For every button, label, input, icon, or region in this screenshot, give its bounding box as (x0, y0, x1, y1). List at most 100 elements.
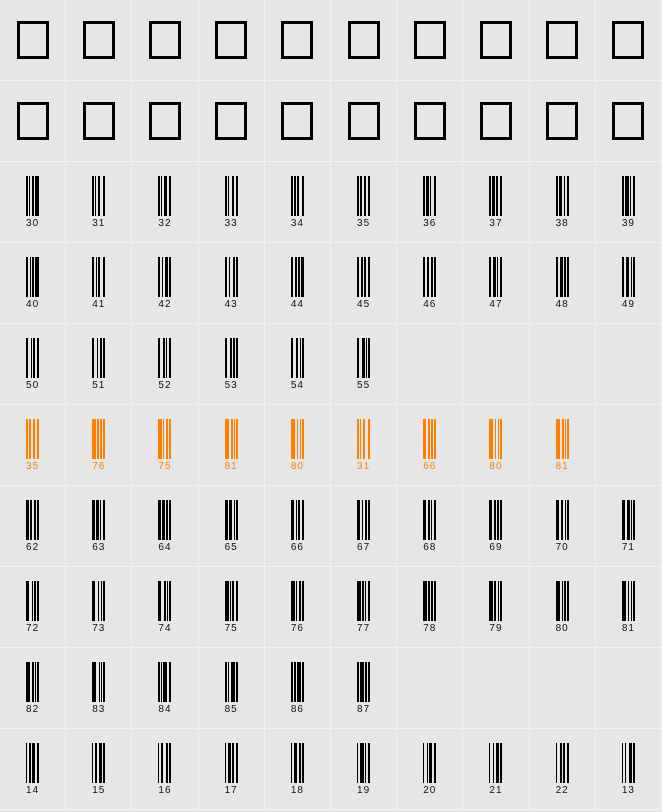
glyph-label: 49 (596, 299, 661, 310)
barcode-glyph (291, 176, 304, 216)
box-glyph (348, 102, 380, 140)
grid-cell (132, 81, 198, 162)
glyph-label: 41 (66, 299, 131, 310)
grid-cell: 66 (265, 486, 331, 567)
glyph-label: 17 (199, 785, 264, 796)
grid-cell: 79 (463, 567, 529, 648)
barcode-glyph (489, 500, 502, 540)
barcode-glyph (291, 581, 304, 621)
grid-cell: 35 (0, 405, 66, 486)
glyph-label: 71 (596, 542, 661, 553)
barcode-glyph (92, 500, 105, 540)
barcode-glyph (489, 581, 502, 621)
barcode-glyph (489, 743, 502, 783)
glyph-label: 39 (596, 218, 661, 229)
glyph-label: 80 (530, 623, 595, 634)
grid-cell: 22 (530, 729, 596, 810)
barcode-glyph (423, 581, 436, 621)
glyph-label: 73 (66, 623, 131, 634)
glyph-label: 36 (397, 218, 462, 229)
barcode-glyph (26, 419, 39, 459)
barcode-glyph (489, 176, 502, 216)
barcode-glyph (489, 419, 502, 459)
grid-cell (397, 0, 463, 81)
box-glyph (480, 21, 512, 59)
barcode-glyph (357, 257, 370, 297)
glyph-label: 50 (0, 380, 65, 391)
grid-cell (199, 0, 265, 81)
glyph-label: 80 (265, 461, 330, 472)
glyph-label: 19 (331, 785, 396, 796)
barcode-glyph (291, 500, 304, 540)
grid-cell (331, 81, 397, 162)
barcode-glyph (489, 257, 502, 297)
grid-cell: 20 (397, 729, 463, 810)
barcode-glyph (158, 338, 171, 378)
grid-cell: 18 (265, 729, 331, 810)
barcode-glyph (26, 176, 39, 216)
barcode-glyph (158, 257, 171, 297)
grid-cell: 71 (596, 486, 662, 567)
grid-cell (530, 324, 596, 405)
glyph-label: 22 (530, 785, 595, 796)
box-glyph (83, 102, 115, 140)
barcode-glyph (26, 662, 39, 702)
grid-cell (397, 324, 463, 405)
grid-cell (265, 0, 331, 81)
glyph-label: 81 (596, 623, 661, 634)
grid-cell: 45 (331, 243, 397, 324)
glyph-label: 20 (397, 785, 462, 796)
grid-cell: 78 (397, 567, 463, 648)
barcode-glyph (423, 257, 436, 297)
barcode-glyph (225, 176, 238, 216)
glyph-label: 37 (463, 218, 528, 229)
glyph-label: 47 (463, 299, 528, 310)
glyph-label: 14 (0, 785, 65, 796)
glyph-label: 65 (199, 542, 264, 553)
glyph-label: 38 (530, 218, 595, 229)
barcode-glyph (225, 743, 238, 783)
grid-cell (463, 324, 529, 405)
grid-cell: 36 (397, 162, 463, 243)
glyph-label: 67 (331, 542, 396, 553)
grid-cell (0, 0, 66, 81)
barcode-glyph (26, 257, 39, 297)
grid-cell: 62 (0, 486, 66, 567)
grid-cell: 47 (463, 243, 529, 324)
glyph-label: 53 (199, 380, 264, 391)
grid-cell: 46 (397, 243, 463, 324)
grid-cell: 87 (331, 648, 397, 729)
glyph-label: 69 (463, 542, 528, 553)
glyph-label: 75 (132, 461, 197, 472)
barcode-glyph (556, 743, 569, 783)
barcode-glyph (92, 581, 105, 621)
grid-cell: 82 (0, 648, 66, 729)
glyph-label: 79 (463, 623, 528, 634)
glyph-label: 46 (397, 299, 462, 310)
glyph-label: 31 (331, 461, 396, 472)
grid-cell: 31 (66, 162, 132, 243)
grid-cell: 69 (463, 486, 529, 567)
grid-cell: 34 (265, 162, 331, 243)
barcode-glyph (357, 743, 370, 783)
barcode-glyph (423, 500, 436, 540)
box-glyph (546, 102, 578, 140)
glyph-label: 43 (199, 299, 264, 310)
barcode-glyph (225, 338, 238, 378)
barcode-glyph (158, 662, 171, 702)
barcode-glyph (158, 419, 171, 459)
grid-cell: 52 (132, 324, 198, 405)
grid-cell (463, 81, 529, 162)
box-glyph (546, 21, 578, 59)
box-glyph (281, 102, 313, 140)
barcode-glyph (622, 581, 635, 621)
barcode-glyph (26, 743, 39, 783)
grid-cell: 33 (199, 162, 265, 243)
grid-cell: 76 (265, 567, 331, 648)
grid-cell: 81 (530, 405, 596, 486)
grid-cell: 39 (596, 162, 662, 243)
grid-cell: 81 (596, 567, 662, 648)
grid-cell: 65 (199, 486, 265, 567)
glyph-label: 52 (132, 380, 197, 391)
barcode-glyph (225, 257, 238, 297)
